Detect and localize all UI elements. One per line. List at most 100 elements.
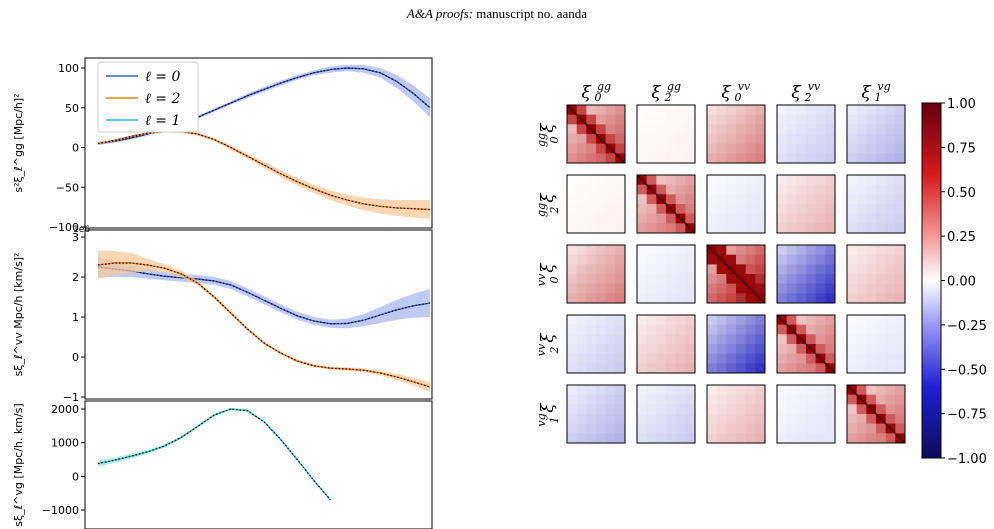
- model-line-l2: [97, 262, 431, 388]
- matrix-cell: [726, 394, 737, 405]
- matrix-cell: [707, 344, 718, 355]
- matrix-cell: [745, 153, 756, 164]
- matrix-cell: [586, 134, 597, 145]
- legend-label: ℓ = 1: [145, 113, 180, 129]
- matrix-cell: [586, 324, 597, 335]
- matrix-cell: [866, 264, 877, 275]
- matrix-cell: [615, 334, 626, 345]
- matrix-cell: [866, 254, 877, 265]
- matrix-cell: [856, 385, 867, 396]
- matrix-cell: [815, 283, 826, 294]
- matrix-cell: [885, 153, 896, 164]
- matrix-cell: [567, 315, 578, 326]
- matrix-cell: [796, 105, 807, 116]
- column-label-sub: 2: [664, 91, 672, 104]
- block-frame: [776, 384, 836, 444]
- column-label-sup: gg: [597, 80, 611, 93]
- matrix-cell: [777, 213, 788, 224]
- panel-gg: 100 50 0 −50 −100 s²ξ_ℓ^gg [Mpc/h]²: [12, 57, 433, 234]
- matrix-cell: [605, 293, 616, 304]
- matrix-cell: [716, 385, 727, 396]
- matrix-cell: [586, 423, 597, 434]
- matrix-cell: [646, 114, 657, 125]
- matrix-cell: [586, 283, 597, 294]
- matrix-cell: [605, 394, 616, 405]
- matrix-cell: [646, 105, 657, 116]
- matrix-cell: [806, 433, 817, 444]
- matrix-cell: [856, 433, 867, 444]
- matrix-cell: [895, 414, 906, 425]
- colorbar: 1.00 0.75 0.50 0.25 0.00 −0.25 −0.50 −0.75 −1.00: [921, 97, 987, 467]
- matrix-cell: [847, 204, 858, 215]
- matrix-cell: [685, 264, 696, 275]
- error-band-l1: [98, 407, 331, 501]
- y-tick-label: 2: [72, 271, 79, 284]
- matrix-cell: [755, 353, 766, 364]
- matrix-cell: [856, 404, 867, 415]
- matrix-cell: [726, 324, 737, 335]
- matrix-cell: [666, 274, 677, 285]
- matrix-cell: [707, 334, 718, 345]
- matrix-block: [706, 384, 766, 444]
- matrix-cell: [856, 283, 867, 294]
- matrix-cell: [675, 385, 686, 396]
- matrix-cell: [777, 184, 788, 195]
- matrix-cell: [777, 114, 788, 125]
- matrix-cell: [646, 175, 657, 186]
- matrix-cell: [866, 344, 877, 355]
- matrix-cell: [815, 274, 826, 285]
- matrix-cell: [895, 175, 906, 186]
- matrix-cell: [605, 363, 616, 374]
- matrix-cell: [856, 124, 867, 135]
- matrix-cell: [815, 363, 826, 374]
- matrix-cell: [576, 423, 587, 434]
- matrix-cell: [885, 334, 896, 345]
- plot-area: [97, 407, 331, 501]
- matrix-cell: [796, 423, 807, 434]
- matrix-cell: [876, 264, 887, 275]
- matrix-cell: [586, 353, 597, 364]
- row-label: ξgg 2: [535, 192, 561, 217]
- matrix-cell: [646, 363, 657, 374]
- matrix-cell: [666, 124, 677, 135]
- matrix-cell: [825, 105, 836, 116]
- matrix-cell: [847, 153, 858, 164]
- matrix-cell: [605, 315, 616, 326]
- journal-name: A&A proofs:: [406, 6, 473, 21]
- matrix-cell: [786, 175, 797, 186]
- matrix-cell: [707, 353, 718, 364]
- matrix-cell: [586, 404, 597, 415]
- matrix-cell: [825, 254, 836, 265]
- matrix-cell: [586, 114, 597, 125]
- matrix-cell: [675, 283, 686, 294]
- matrix-block: [846, 314, 906, 374]
- block-frame: [776, 244, 836, 304]
- matrix-cell: [866, 245, 877, 256]
- matrix-cell: [736, 433, 747, 444]
- matrix-cell: [856, 134, 867, 145]
- matrix-cell: [866, 353, 877, 364]
- matrix-cell: [596, 324, 607, 335]
- matrix-cell: [646, 385, 657, 396]
- matrix-cell: [675, 324, 686, 335]
- matrix-cell: [596, 414, 607, 425]
- matrix-cell: [895, 245, 906, 256]
- matrix-cell: [656, 223, 667, 234]
- matrix-cell: [745, 433, 756, 444]
- matrix-cell: [777, 194, 788, 205]
- matrix-cell: [685, 385, 696, 396]
- block-frame: [566, 244, 626, 304]
- matrix-cell: [856, 184, 867, 195]
- matrix-cell: [755, 213, 766, 224]
- matrix-cell: [876, 385, 887, 396]
- matrix-cell: [596, 254, 607, 265]
- matrix-block: [846, 174, 906, 234]
- matrix-cell: [876, 404, 887, 415]
- matrix-cell: [716, 213, 727, 224]
- matrix-cell: [885, 264, 896, 275]
- matrix-cell: [605, 404, 616, 415]
- matrix-cell: [707, 153, 718, 164]
- matrix-cell: [666, 143, 677, 154]
- column-label-sup: vg: [877, 80, 890, 93]
- matrix-cell: [576, 385, 587, 396]
